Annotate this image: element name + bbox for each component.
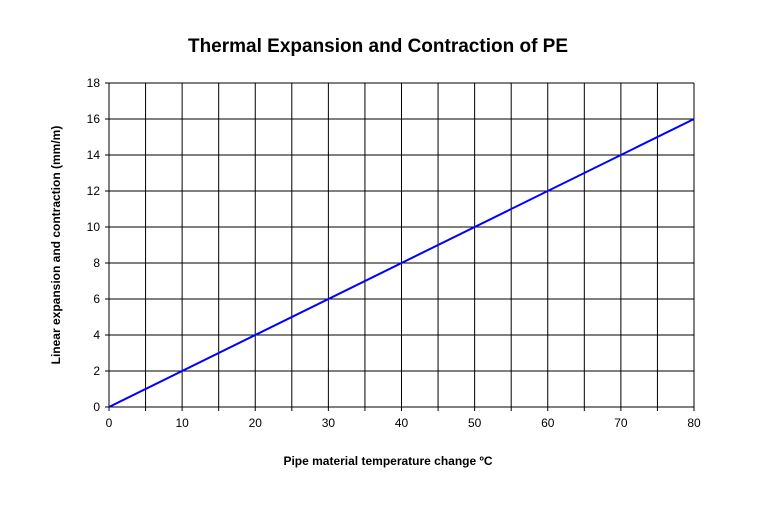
y-tick-label: 8 — [93, 256, 100, 270]
x-tick-label: 20 — [249, 416, 263, 430]
x-tick-label: 80 — [687, 416, 701, 430]
y-tick-label: 10 — [87, 220, 101, 234]
y-tick-label: 18 — [87, 76, 101, 90]
x-axis-ticks: 0 10 20 30 40 50 60 70 80 — [106, 416, 701, 430]
grid — [105, 82, 695, 411]
x-tick-label: 40 — [395, 416, 409, 430]
series-line — [108, 118, 695, 408]
y-tick-label: 4 — [93, 328, 100, 342]
y-tick-label: 12 — [87, 184, 101, 198]
y-tick-label: 14 — [87, 148, 101, 162]
x-tick-label: 70 — [614, 416, 628, 430]
y-tick-label: 6 — [93, 292, 100, 306]
series — [108, 118, 695, 408]
y-tick-label: 2 — [93, 364, 100, 378]
y-tick-label: 16 — [87, 112, 101, 126]
x-axis-label: Pipe material temperature change ºC — [283, 454, 492, 468]
y-tick-label: 0 — [93, 400, 100, 414]
x-tick-label: 30 — [322, 416, 336, 430]
chart-title: Thermal Expansion and Contraction of PE — [188, 36, 568, 57]
x-tick-label: 50 — [468, 416, 482, 430]
y-axis-label: Linear expansion and contraction (mm/m) — [49, 126, 63, 365]
x-tick-label: 0 — [106, 416, 113, 430]
y-axis-ticks: 0 2 4 6 8 10 12 14 16 18 — [87, 76, 101, 414]
x-tick-label: 60 — [541, 416, 555, 430]
x-tick-label: 10 — [175, 416, 189, 430]
